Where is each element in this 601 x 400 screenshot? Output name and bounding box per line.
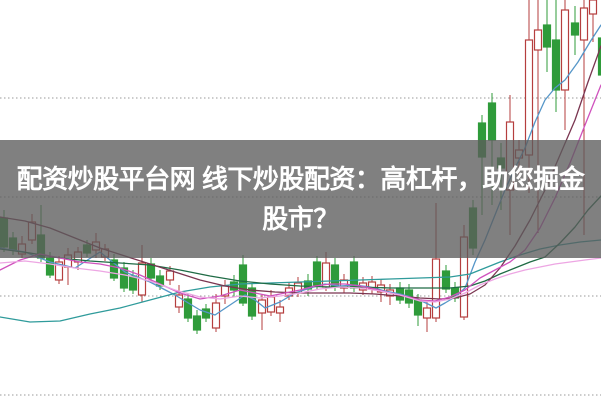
candle — [275, 300, 285, 322]
candle — [588, 0, 598, 42]
candle — [174, 285, 184, 313]
headline-line2: 股市？ — [262, 204, 339, 234]
candle — [119, 262, 129, 292]
headline-line1: 配资炒股平台网 线下炒股配资：高杠杆，助您掘金 — [16, 164, 585, 194]
candle — [367, 276, 377, 294]
candle — [54, 256, 64, 284]
candle — [229, 275, 239, 297]
candle — [551, 0, 561, 112]
candle — [542, 0, 552, 72]
candle — [192, 310, 202, 334]
headline-overlay: 配资炒股平台网 线下炒股配资：高杠杆，助您掘金 股市？ — [0, 140, 601, 258]
candle — [312, 256, 322, 289]
candle — [220, 280, 230, 304]
candle — [155, 270, 165, 290]
candle — [597, 37, 601, 76]
candle — [266, 290, 276, 316]
candle — [570, 6, 580, 55]
candle — [183, 294, 193, 322]
candle — [247, 283, 257, 320]
candle — [441, 265, 451, 293]
candle — [560, 0, 570, 130]
ma-line-magenta — [0, 84, 601, 302]
candle — [257, 294, 267, 330]
ma-line-lightpink — [0, 257, 601, 303]
